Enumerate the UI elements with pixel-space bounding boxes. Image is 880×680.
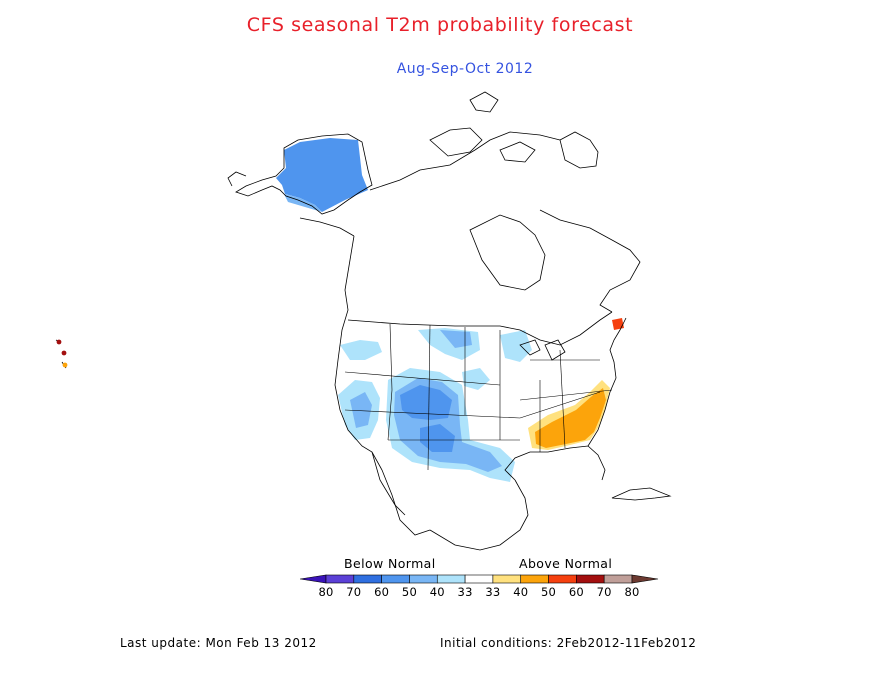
legend-tick-label: 70: [346, 585, 362, 599]
map-title: CFS seasonal T2m probability forecast: [246, 14, 634, 36]
legend-tick-label: 60: [568, 585, 584, 599]
hawaii-islands: [56, 339, 68, 368]
shaded-areas: [276, 138, 624, 482]
legend-tick-label: 33: [457, 585, 473, 599]
legend-tick-label: 50: [401, 585, 417, 599]
legend-swatch: [325, 574, 355, 584]
minnesota-below-area: [500, 330, 532, 362]
above-normal-label: Above Normal: [519, 556, 613, 571]
rockies-below-area-strong: [400, 385, 452, 420]
legend-tick-label: 80: [318, 585, 334, 599]
legend-tick-label: 70: [596, 585, 612, 599]
legend-swatch: [381, 574, 410, 584]
legend-tick-label: 40: [429, 585, 445, 599]
legend-swatch: [300, 574, 327, 584]
state-borders: [344, 323, 613, 471]
legend-tick-label: 33: [485, 585, 501, 599]
nevada-below-area-mid: [350, 392, 372, 428]
legend-swatch: [520, 574, 549, 584]
legend-swatch: [353, 574, 382, 584]
southeast-above-area: [535, 388, 606, 448]
legend-swatch: [436, 574, 466, 584]
maine-above-area: [612, 318, 624, 330]
nebraska-below-area: [462, 368, 490, 390]
color-legend: [300, 574, 659, 584]
legend-swatch: [409, 574, 438, 584]
legend-swatch: [631, 574, 659, 584]
last-update-text: Last update: Mon Feb 13 2012: [120, 636, 317, 650]
legend-swatch: [464, 574, 494, 584]
alaska-below-area: [276, 138, 368, 212]
legend-swatch: [603, 574, 633, 584]
legend-swatch: [492, 574, 522, 584]
below-normal-label: Below Normal: [344, 556, 436, 571]
map-subtitle: Aug-Sep-Oct 2012: [396, 61, 534, 77]
legend-swatch: [548, 574, 577, 584]
coastlines: [55, 91, 672, 551]
legend-tick-label: 80: [624, 585, 640, 599]
legend-swatch: [576, 574, 605, 584]
initial-conditions-text: Initial conditions: 2Feb2012-11Feb2012: [440, 636, 697, 650]
legend-tick-label: 60: [374, 585, 390, 599]
west-below-area-light: [340, 340, 382, 360]
legend-tick-label: 50: [541, 585, 557, 599]
plains-below-area-mid: [440, 330, 472, 348]
legend-tick-label: 40: [513, 585, 529, 599]
